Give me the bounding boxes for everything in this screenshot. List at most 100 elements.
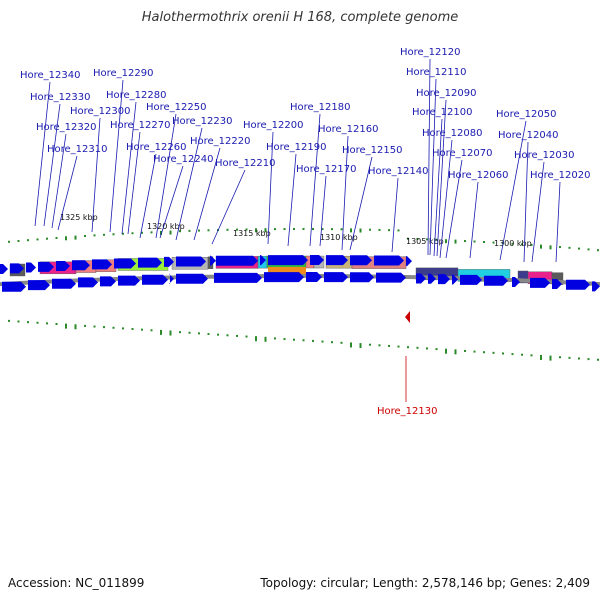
gene-label[interactable]: Hore_12300 [70, 106, 131, 117]
gene-arrow[interactable] [350, 255, 372, 266]
gene-label[interactable]: Hore_12230 [172, 116, 233, 127]
gene-label[interactable]: Hore_12260 [126, 142, 187, 153]
leader-line [555, 181, 561, 263]
gene-arrow[interactable] [2, 281, 26, 292]
gene-label[interactable]: Hore_12140 [368, 166, 429, 177]
gene-arrow[interactable] [452, 274, 458, 285]
gene-label[interactable]: Hore_12040 [498, 130, 559, 141]
gene-arrow[interactable] [214, 272, 262, 283]
tick-mark [388, 229, 390, 232]
gene-arrow[interactable] [0, 264, 8, 274]
gene-arrow[interactable] [216, 255, 258, 266]
gene-label[interactable]: Hore_12060 [448, 170, 509, 181]
gene-label[interactable]: Hore_12200 [243, 120, 304, 131]
gene-label[interactable]: Hore_12240 [153, 154, 214, 165]
gene-arrow[interactable] [592, 281, 600, 292]
gene-arrow[interactable] [416, 273, 426, 284]
gene-arrow[interactable] [438, 274, 450, 285]
gene-label[interactable]: Hore_12070 [432, 148, 493, 159]
gene-label[interactable]: Hore_12250 [146, 102, 207, 113]
gene-arrow[interactable] [169, 273, 174, 284]
gene-arrow[interactable] [326, 255, 348, 266]
gene-label[interactable]: Hore_12090 [416, 88, 477, 99]
gene-arrow[interactable] [406, 256, 412, 267]
gene-arrow[interactable] [210, 255, 216, 266]
gene-arrow[interactable] [310, 255, 324, 266]
selected-gene-label[interactable]: Hore_12130 [377, 406, 438, 417]
tick-mark [578, 247, 580, 250]
tick-mark [55, 323, 58, 326]
gene-arrow[interactable] [56, 260, 70, 271]
selected-gene-marker[interactable] [405, 311, 410, 323]
gene-label[interactable]: Hore_12270 [110, 120, 171, 131]
gene-arrow[interactable] [52, 278, 76, 289]
gene-arrow[interactable] [376, 272, 406, 283]
gene-arrow[interactable] [176, 273, 208, 284]
tick-mark [293, 228, 295, 231]
gene-label[interactable]: Hore_12170 [296, 164, 357, 175]
leader-line [155, 113, 177, 239]
gene-arrow[interactable] [324, 272, 348, 283]
gene-arrow[interactable] [268, 255, 308, 266]
gene-arrow[interactable] [78, 277, 98, 288]
gene-label[interactable]: Hore_12080 [422, 128, 483, 139]
gene-label[interactable]: Hore_12280 [106, 90, 167, 101]
tick-mark [464, 240, 466, 243]
gene-arrow[interactable] [142, 274, 168, 285]
gene-label[interactable]: Hore_12210 [215, 158, 276, 169]
gene-arrow[interactable] [92, 259, 112, 270]
gene-arrow[interactable] [118, 275, 140, 286]
gene-arrow[interactable] [176, 256, 206, 267]
gene-arrow[interactable] [28, 280, 50, 291]
gene-arrow[interactable] [38, 261, 54, 272]
gene-label[interactable]: Hore_12320 [36, 122, 97, 133]
gene-arrow[interactable] [26, 262, 36, 273]
tick-mark [312, 228, 314, 231]
gene-label[interactable]: Hore_12020 [530, 170, 591, 181]
leader-line [139, 153, 157, 239]
gene-label[interactable]: Hore_12110 [406, 67, 467, 78]
gene-label[interactable]: Hore_12150 [342, 145, 403, 156]
gene-label[interactable]: Hore_12220 [190, 136, 251, 147]
tick-mark [407, 346, 409, 349]
gene-arrow[interactable] [484, 275, 508, 286]
scale-label: 1305 kbp [406, 237, 444, 246]
gene-arrow[interactable] [100, 276, 116, 287]
tick-mark [540, 354, 542, 360]
gene-arrow[interactable] [552, 278, 562, 289]
gene-arrow[interactable] [260, 255, 266, 266]
gene-arrow[interactable] [460, 274, 482, 285]
gene-arrow[interactable] [512, 276, 520, 287]
tick-mark [492, 351, 495, 354]
leader-line [531, 161, 545, 263]
tick-mark [141, 231, 143, 234]
gene-arrow[interactable] [114, 258, 136, 269]
leader-line [433, 118, 443, 257]
gene-arrow[interactable] [530, 277, 550, 288]
gene-label[interactable]: Hore_12160 [318, 124, 379, 135]
gene-arrow[interactable] [138, 257, 162, 268]
tick-mark [454, 349, 457, 355]
gene-arrow[interactable] [566, 279, 590, 290]
gene-arrow[interactable] [264, 272, 304, 283]
gene-arrow[interactable] [350, 272, 374, 283]
gene-label[interactable]: Hore_12340 [20, 70, 81, 81]
gene-arrow[interactable] [428, 273, 436, 284]
gene-labels: Hore_12340 Hore_12330 Hore_12320 Hore_12310… [20, 47, 591, 263]
gene-label[interactable]: Hore_12180 [290, 102, 351, 113]
gene-label[interactable]: Hore_12310 [47, 144, 108, 155]
gene-label[interactable]: Hore_12330 [30, 92, 91, 103]
gene-label[interactable]: Hore_12050 [496, 109, 557, 120]
leader-line [391, 177, 399, 253]
gene-arrow[interactable] [72, 260, 90, 271]
gene-label[interactable]: Hore_12290 [93, 68, 154, 79]
gene-label[interactable]: Hore_12120 [400, 47, 461, 58]
gene-label[interactable]: Hore_12190 [266, 142, 327, 153]
gene-arrow[interactable] [10, 263, 24, 274]
gene-arrow[interactable] [374, 255, 404, 266]
gene-label[interactable]: Hore_12100 [412, 107, 473, 118]
gene-arrow[interactable] [164, 256, 174, 267]
gene-arrow[interactable] [306, 272, 322, 283]
gene-label[interactable]: Hore_12030 [514, 150, 575, 161]
